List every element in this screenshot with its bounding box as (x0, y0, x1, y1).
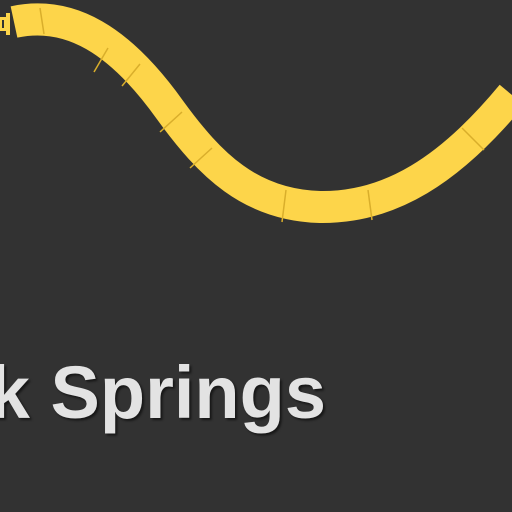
track-seam (159, 111, 183, 133)
track-end-connector-icon (0, 13, 10, 35)
track-seam (121, 63, 141, 87)
track-seam (39, 7, 45, 35)
track-seam (189, 147, 213, 169)
page-title: k Springs (0, 351, 326, 434)
track-seam (93, 47, 109, 73)
track-seam (367, 189, 373, 221)
track-segment-seams (39, 7, 485, 223)
track-ribbon (10, 3, 512, 224)
track-seam (461, 127, 485, 151)
track-seam (281, 189, 287, 223)
